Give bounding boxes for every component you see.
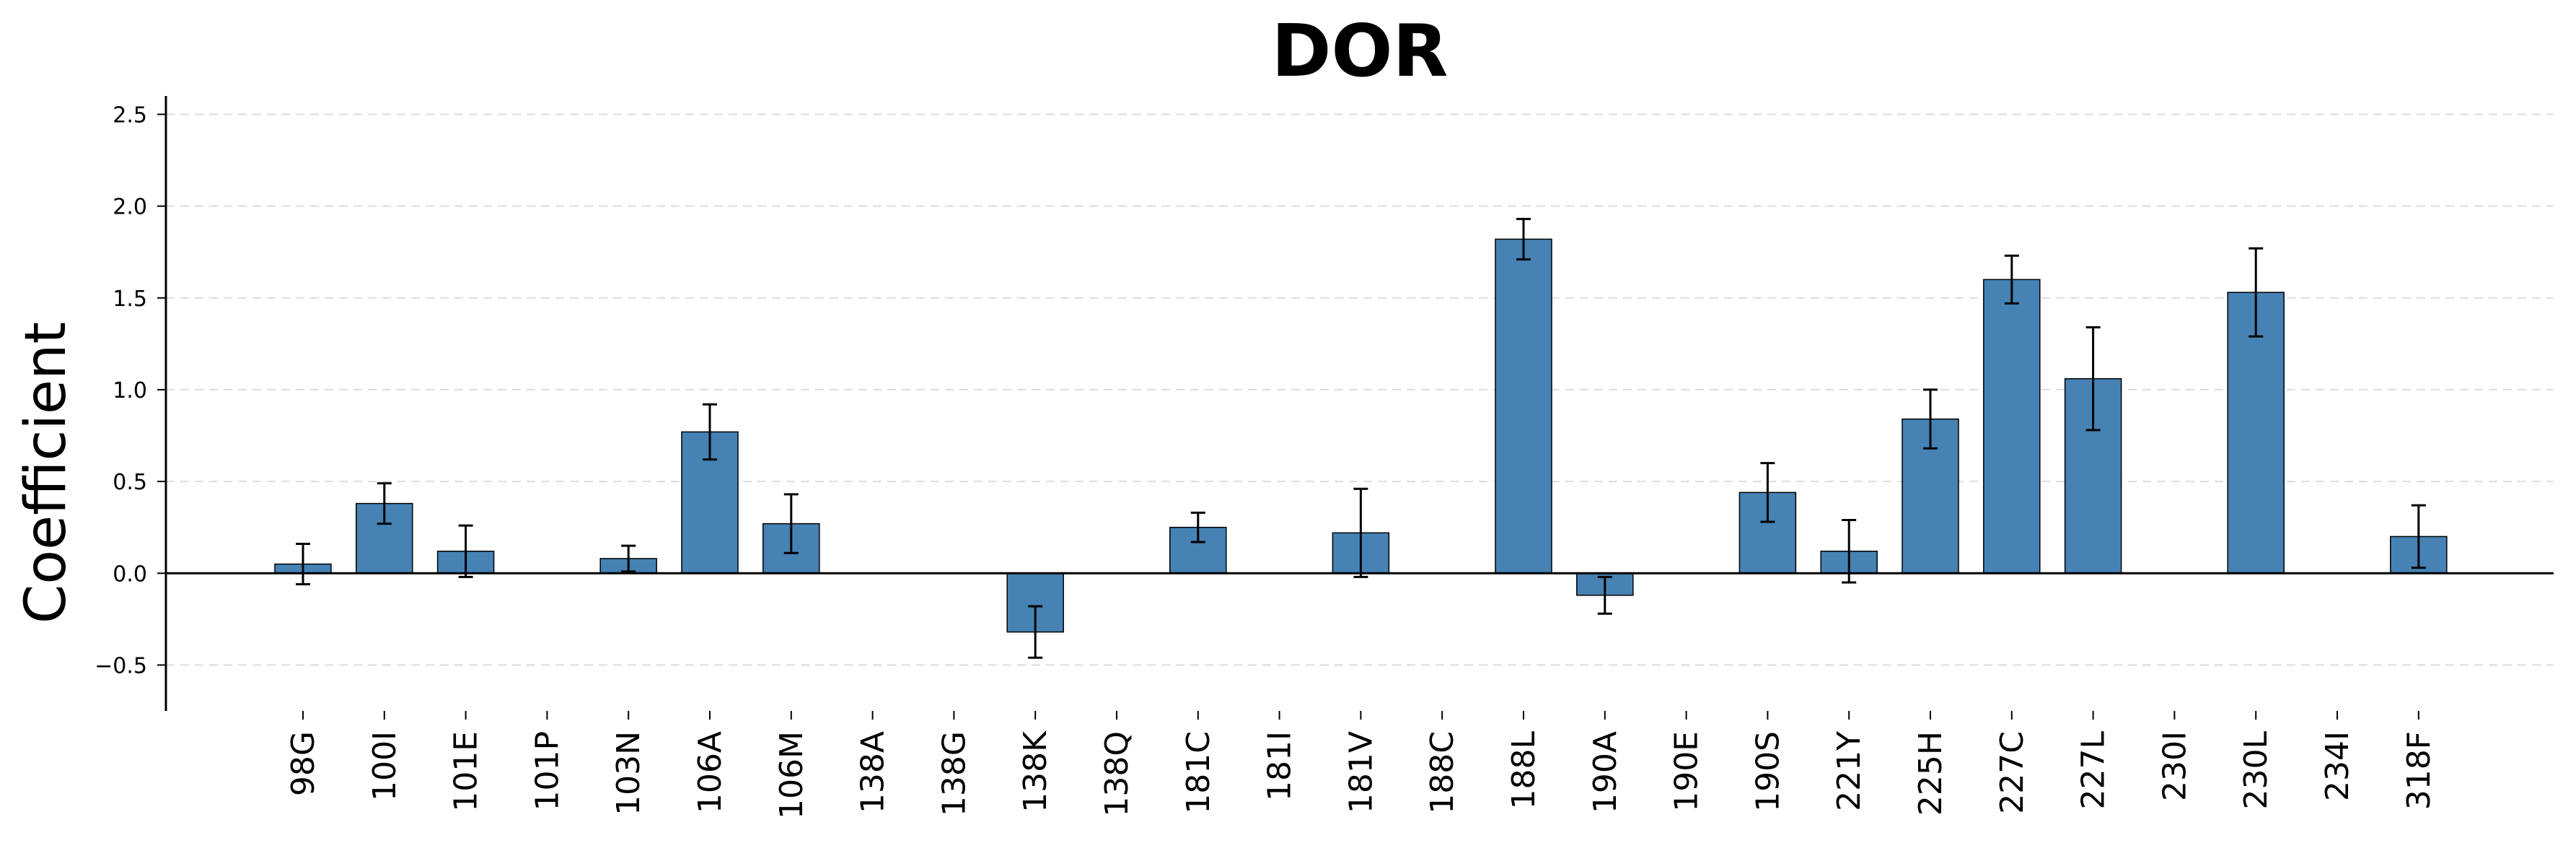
x-tick-label: 190E	[1669, 731, 1705, 812]
x-tick-label: 98G	[285, 731, 322, 796]
chart-title: DOR	[1271, 9, 1448, 93]
x-tick-label: 190A	[1587, 731, 1624, 813]
x-ticks: 98G 100I 101E 101P 103N 106A 106M 138A 138G 138K 1…	[285, 711, 2437, 819]
y-tick-label: 1.0	[113, 378, 147, 403]
y-tick-label: −0.5	[94, 653, 147, 678]
x-tick-label: 230L	[2238, 731, 2274, 810]
x-tick-label: 100I	[366, 731, 403, 801]
error-bars	[296, 217, 2426, 659]
x-tick-label: 138Q	[1099, 731, 1135, 817]
x-tick-label: 225H	[1912, 731, 1949, 816]
x-tick-label: 188L	[1505, 731, 1542, 810]
x-tick-label: 181I	[1262, 731, 1298, 801]
x-tick-label: 138K	[1017, 730, 1054, 813]
y-tick-label: 2.5	[113, 102, 147, 128]
x-tick-label: 227C	[1994, 731, 2031, 814]
x-tick-label: 318F	[2401, 731, 2437, 810]
y-tick-label: 1.5	[113, 287, 147, 312]
x-tick-label: 221Y	[1831, 731, 1868, 811]
y-axis-label: Coefficient	[14, 322, 79, 624]
x-tick-label: 106A	[692, 731, 729, 813]
bar	[1495, 238, 1552, 575]
y-tick-label: 0.0	[113, 562, 147, 587]
x-tick-label: 234I	[2319, 731, 2356, 801]
y-tick-label: 2.0	[113, 195, 147, 220]
y-ticks: −0.5 0.0 0.5 1.0 1.5 2.0 2.5	[94, 102, 166, 678]
x-tick-label: 106M	[773, 731, 810, 819]
x-tick-label: 188C	[1424, 731, 1461, 814]
y-tick-label: 0.5	[113, 470, 147, 495]
x-tick-label: 190S	[1749, 731, 1786, 812]
x-tick-label: 138A	[855, 731, 892, 813]
x-tick-label: 103N	[610, 731, 647, 816]
x-tick-label: 101P	[529, 731, 566, 811]
x-tick-label: 230I	[2156, 731, 2193, 801]
x-tick-label: 181V	[1342, 731, 1379, 813]
x-tick-label: 138G	[936, 731, 972, 816]
x-tick-label: 227L	[2075, 731, 2112, 810]
axes	[164, 96, 2554, 711]
bar	[2227, 292, 2285, 575]
x-tick-label: 181C	[1180, 731, 1217, 814]
grid-lines	[166, 113, 2554, 666]
x-tick-label: 101E	[448, 731, 485, 812]
bar	[1983, 279, 2041, 575]
